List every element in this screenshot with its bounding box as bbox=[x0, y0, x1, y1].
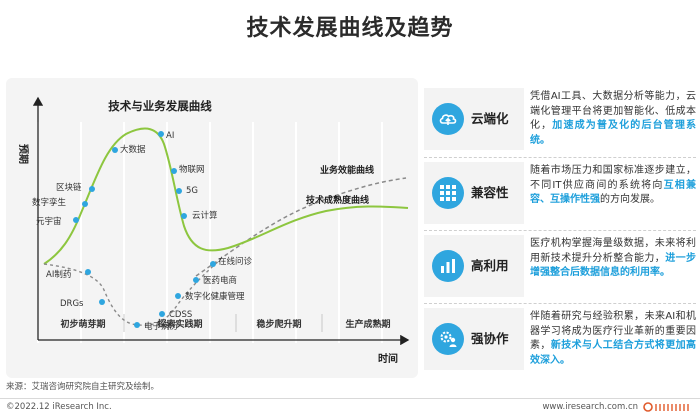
dot-digital-twin bbox=[82, 201, 88, 207]
tech-curve-diagram: 技术与业务发展曲线 预期 时间 业务效能曲线 技术成熟度曲线 元宇宙 数字孪生 … bbox=[6, 78, 418, 378]
trend-desc-utilization: 医疗机构掌握海量级数据，未来将利用新技术提升分析整合能力，进一步增强整合后数据信… bbox=[530, 238, 697, 278]
label-cloud: 云计算 bbox=[192, 210, 218, 221]
label-iot: 物联网 bbox=[179, 164, 205, 175]
footer-divider bbox=[0, 398, 700, 399]
label-cdss: CDSS bbox=[169, 310, 192, 320]
trend-name-utilization: 高利用 bbox=[471, 258, 509, 273]
phase-dividers bbox=[123, 314, 323, 332]
dot-metaverse bbox=[73, 217, 79, 223]
dot-iot bbox=[171, 168, 177, 174]
trend-card-utilization: 高利用 医疗机构掌握海量级数据，未来将利用新技术提升分析整合能力，进一步增强整合… bbox=[424, 230, 696, 300]
diagram-canvas: 技术与业务发展曲线 预期 时间 业务效能曲线 技术成熟度曲线 元宇宙 数字孪生 … bbox=[17, 96, 410, 365]
dot-cdss bbox=[159, 311, 165, 317]
bar-chart-icon bbox=[432, 250, 464, 282]
label-online-consult: 在线问诊 bbox=[218, 256, 253, 267]
grid-dots-icon bbox=[432, 177, 464, 209]
trend-name-compatibility: 兼容性 bbox=[471, 185, 509, 200]
upper-curve-markers: 元宇宙 数字孪生 区块链 大数据 AI 物联网 5G 云计算 bbox=[32, 131, 218, 227]
label-pharma-ecommerce: 医药电商 bbox=[203, 275, 237, 286]
y-axis-label: 预期 bbox=[17, 144, 30, 164]
business-curve-label: 业务效能曲线 bbox=[320, 164, 374, 176]
footer-copyright: ©2022.12 iResearch Inc. bbox=[6, 402, 112, 412]
business-curve bbox=[195, 177, 407, 277]
lower-curve-markers: AI制药 DRGs 电子病历 CDSS 数字化健康管理 医药电商 在线问诊 bbox=[46, 256, 253, 332]
trend-card-header: 云端化 bbox=[424, 88, 524, 150]
lower-curve bbox=[43, 259, 221, 326]
dot-digital-health bbox=[175, 293, 181, 299]
trend-desc-compatibility: 随着市场压力和国家标准逐步建立，不同IT供应商间的系统将向互相兼容、互操作性强的… bbox=[530, 165, 696, 205]
phase-2-label: 探索实践期 bbox=[157, 318, 202, 330]
trend-cards: 云端化 凭借AI工具、大数据分析等能力，云端化管理平台将更加智能化、低成本化，加… bbox=[424, 84, 696, 376]
dot-online-consult bbox=[210, 261, 216, 267]
cloud-upload-icon bbox=[432, 103, 464, 135]
dot-big-data bbox=[112, 147, 118, 153]
phase-labels: 初步萌芽期 探索实践期 稳步爬升期 生产成熟期 bbox=[60, 318, 390, 330]
phase-3-label: 稳步爬升期 bbox=[256, 318, 301, 330]
label-emr: 电子病历 bbox=[144, 321, 179, 332]
label-big-data: 大数据 bbox=[120, 144, 146, 155]
trend-name-cloud: 云端化 bbox=[471, 111, 509, 126]
source-note: 来源：艾瑞咨询研究院自主研究及绘制。 bbox=[6, 382, 160, 392]
dot-ai-pharma bbox=[85, 269, 91, 275]
dot-5g bbox=[176, 188, 182, 194]
gear-person-icon bbox=[432, 323, 464, 355]
trend-card-header: 高利用 bbox=[424, 235, 524, 297]
x-axis-label: 时间 bbox=[378, 352, 398, 365]
label-digital-health: 数字化健康管理 bbox=[185, 291, 245, 302]
dot-cloud bbox=[181, 213, 187, 219]
label-digital-twin: 数字孪生 bbox=[32, 197, 67, 208]
label-blockchain: 区块链 bbox=[56, 182, 82, 193]
trend-card-cloud: 云端化 凭借AI工具、大数据分析等能力，云端化管理平台将更加智能化、低成本化，加… bbox=[424, 84, 696, 154]
maturity-curve-label: 技术成熟度曲线 bbox=[306, 194, 369, 206]
trend-desc-collaboration: 伴随着研究与经验积累，未来AI和机器学习将成为医疗行业革新的重要因素，新技术与人… bbox=[530, 311, 697, 366]
label-ai-pharma: AI制药 bbox=[46, 269, 71, 280]
trend-card-header: 强协作 bbox=[424, 308, 524, 370]
trend-desc-cloud: 凭借AI工具、大数据分析等能力，云端化管理平台将更加智能化、低成本化，加速成为普… bbox=[530, 91, 697, 146]
trend-card-collaboration: 强协作 伴随着研究与经验积累，未来AI和机器学习将成为医疗行业革新的重要因素，新… bbox=[424, 303, 696, 373]
trend-card-compatibility: 兼容性 随着市场压力和国家标准逐步建立，不同IT供应商间的系统将向互相兼容、互操… bbox=[424, 157, 696, 227]
label-drgs: DRGs bbox=[60, 299, 84, 309]
dot-drgs bbox=[99, 299, 105, 305]
label-ai: AI bbox=[166, 131, 174, 141]
dot-emr bbox=[134, 322, 140, 328]
maturity-curve bbox=[43, 127, 409, 265]
dot-ai bbox=[158, 131, 164, 137]
label-5g: 5G bbox=[186, 186, 198, 196]
phase-grid bbox=[37, 122, 383, 343]
dot-blockchain bbox=[89, 186, 95, 192]
diagram-title: 技术与业务发展曲线 bbox=[108, 99, 212, 113]
dot-pharma-ecommerce bbox=[193, 277, 199, 283]
page-title: 技术发展曲线及趋势 bbox=[246, 16, 454, 41]
iresearch-logo-icon bbox=[643, 402, 689, 412]
trend-name-collaboration: 强协作 bbox=[471, 331, 509, 346]
label-metaverse: 元宇宙 bbox=[36, 216, 62, 227]
trend-card-header: 兼容性 bbox=[424, 162, 524, 224]
phase-1-label: 初步萌芽期 bbox=[60, 318, 105, 330]
footer-website: www.iresearch.com.cn bbox=[542, 402, 638, 412]
phase-4-label: 生产成熟期 bbox=[345, 318, 390, 330]
